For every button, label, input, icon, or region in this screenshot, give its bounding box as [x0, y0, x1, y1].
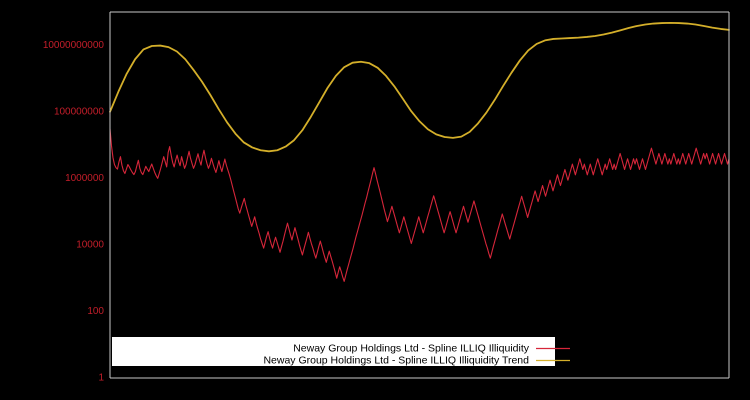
y-axis-tick-labels: 1 100 10000 1000000 100000000 10000000000	[43, 40, 105, 384]
legend-background	[112, 337, 555, 366]
plot-area-background	[110, 12, 729, 378]
legend-label-illiquidity-trend: Neway Group Holdings Ltd - Spline ILLIQ …	[263, 354, 529, 366]
chart-series-group	[109, 22, 730, 282]
series-line-illiquidity	[109, 128, 730, 282]
series-line-illiquidity-trend	[109, 22, 730, 153]
y-tick-label: 100	[87, 306, 104, 317]
y-tick-label: 100000000	[54, 106, 104, 117]
legend-label-illiquidity: Neway Group Holdings Ltd - Spline ILLIQ …	[293, 342, 530, 354]
axis-spines	[109, 11, 730, 379]
y-tick-label: 1000000	[65, 173, 104, 184]
chart-legend[interactable]: Neway Group Holdings Ltd - Spline ILLIQ …	[112, 337, 570, 366]
y-tick-label: 10000000000	[43, 40, 105, 51]
y-tick-label: 10000	[76, 240, 104, 251]
y-tick-label: 1	[98, 373, 104, 384]
